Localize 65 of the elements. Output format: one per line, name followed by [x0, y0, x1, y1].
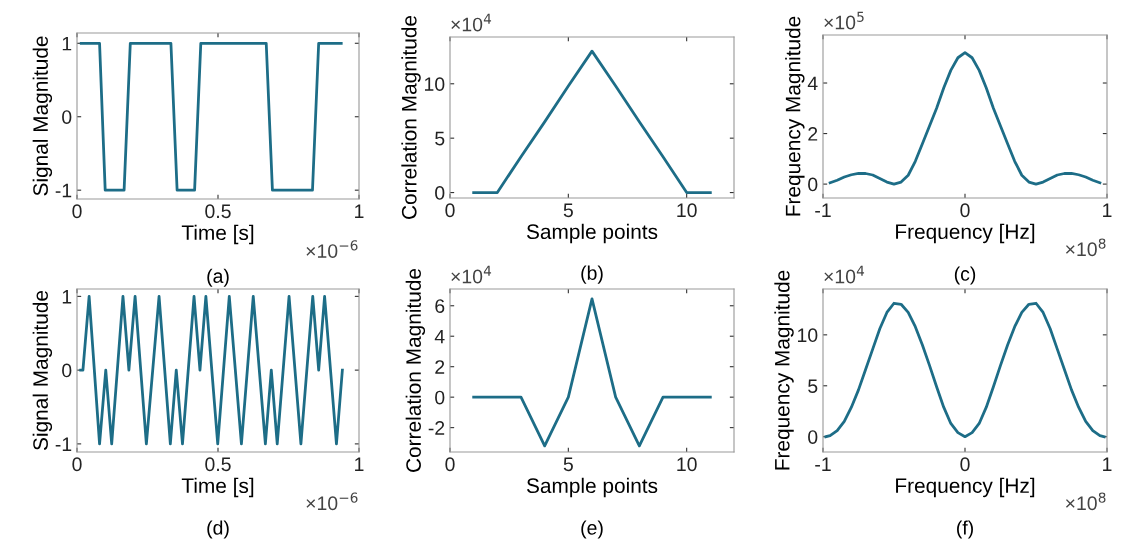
- x-axis-title: Frequency [Hz]: [896, 223, 1035, 244]
- text: ×10$^{4}$: [824, 265, 865, 284]
- y-tick-label: 0: [808, 430, 818, 444]
- y-tick-label: 0: [62, 110, 72, 124]
- y-axis-title: Signal Magnitude: [32, 36, 53, 196]
- text: (f): [957, 520, 973, 539]
- y-tick-label: 2: [435, 360, 445, 374]
- text: (c): [954, 266, 976, 285]
- text: ×10$^{4}$: [451, 13, 492, 32]
- x-tick-label: 1: [355, 457, 364, 471]
- y-tick-label: 1: [62, 36, 72, 51]
- text: ×10$^{−6}$: [306, 492, 358, 511]
- y-tick-label: 5: [808, 379, 818, 394]
- y-tick-label: -1: [55, 183, 72, 198]
- x-tick-label: 5: [563, 457, 573, 472]
- x-tick-label: 0: [960, 457, 970, 472]
- y-tick-label: 0: [435, 186, 445, 200]
- y-axis-title: Frequency Magnitude: [774, 270, 794, 470]
- y-tick-label: 6: [435, 299, 445, 313]
- x-tick-label: 0: [960, 203, 970, 218]
- y-tick-label: 10: [798, 328, 818, 343]
- x-axis-title: Sample points: [526, 223, 658, 244]
- line-series: [824, 301, 1106, 439]
- y-tick-label: 0: [435, 390, 445, 405]
- line-series: [472, 49, 712, 194]
- y-axis-title: Correlation Magnitude: [405, 268, 426, 472]
- x-axis-title: Sample points: [526, 477, 658, 498]
- y-tick-label: 4: [434, 329, 445, 344]
- y-axis-title: Correlation Magnitude: [401, 15, 421, 219]
- x-tick-label: 0.5: [205, 204, 231, 219]
- x-tick-label: 1: [355, 204, 364, 218]
- y-tick-label: 0: [808, 177, 818, 192]
- x-tick-label: 1: [1103, 457, 1112, 471]
- x-tick-label: 10: [677, 457, 697, 472]
- text: (b): [581, 265, 603, 284]
- x-tick-label: 0: [445, 203, 455, 218]
- y-axis-title: Signal Magnitude: [32, 290, 53, 451]
- y-tick-label: 10: [425, 77, 445, 92]
- text: (d): [207, 520, 229, 539]
- x-tick-label: 1: [1103, 203, 1112, 217]
- y-tick-label: 0: [62, 363, 72, 378]
- y-tick-label: -1: [55, 437, 72, 451]
- y-tick-label: -2: [428, 421, 445, 435]
- line-series: [828, 51, 1102, 186]
- text: ×10$^{4}$: [451, 265, 492, 284]
- x-tick-label: 5: [563, 203, 573, 218]
- text: ×10$^{8}$: [1065, 238, 1106, 257]
- y-tick-label: 2: [808, 127, 818, 141]
- text: (a): [207, 268, 229, 287]
- text: ×10$^{8}$: [1065, 492, 1106, 511]
- text: ×10$^{−6}$: [306, 240, 358, 258]
- x-tick-label: 10: [677, 203, 697, 218]
- y-tick-label: 5: [435, 131, 445, 146]
- text: (e): [581, 520, 603, 539]
- x-axis-title: Frequency [Hz]: [896, 477, 1035, 498]
- x-axis-title: Time [s]: [181, 477, 254, 498]
- x-tick-label: 0: [72, 457, 82, 472]
- text: ×10$^{5}$: [824, 11, 864, 30]
- y-axis-title: Frequency Magnitude: [785, 16, 805, 216]
- x-axis-title: Time [s]: [181, 224, 254, 245]
- y-tick-label: 4: [807, 76, 818, 91]
- y-tick-label: 1: [62, 290, 72, 304]
- x-tick-label: 0.5: [205, 457, 231, 472]
- x-tick-label: 0: [72, 204, 82, 219]
- x-tick-label: 0: [445, 457, 455, 472]
